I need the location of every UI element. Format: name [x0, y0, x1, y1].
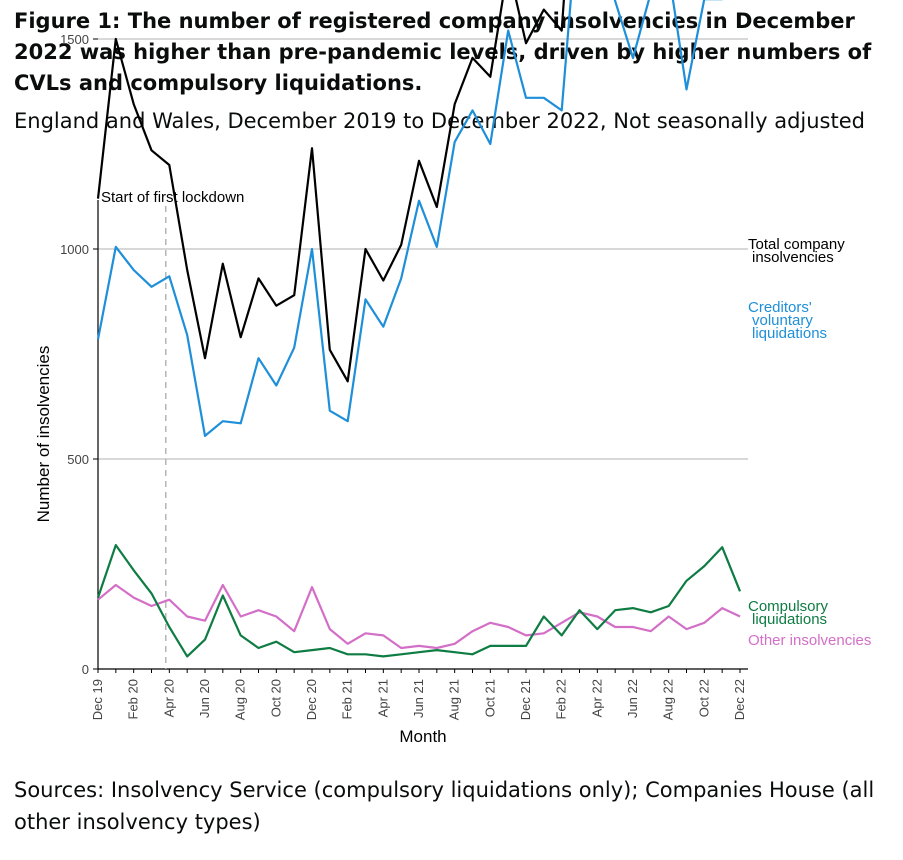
series-label: Total company	[748, 236, 845, 253]
series-label: Other insolvencies	[748, 632, 871, 649]
x-tick-label: Aug 20	[233, 679, 248, 720]
series-line-total-company-insolvencies	[96, 0, 565, 383]
axes	[97, 200, 748, 670]
x-tick-label: Jun 21	[411, 679, 426, 718]
series-label: insolvencies	[752, 249, 834, 266]
x-tick-label: Oct 20	[268, 679, 283, 717]
x-tick-label: Oct 22	[696, 679, 711, 717]
series-label: liquidations	[752, 611, 827, 628]
x-tick-label: Apr 20	[161, 679, 176, 717]
x-tick-label: Oct 21	[482, 679, 497, 717]
x-tick-label: Feb 22	[554, 679, 569, 719]
x-tick-label: Jun 22	[625, 679, 640, 718]
gridlines	[98, 38, 748, 460]
y-tick-label: 1000	[60, 242, 89, 257]
x-tick-label: Feb 21	[340, 679, 355, 719]
line-chart: Start of first lockdown 0500100015002000…	[34, 0, 871, 746]
x-tick-label: Feb 20	[126, 679, 141, 719]
y-tick-label: 500	[67, 452, 89, 467]
y-axis-title: Number of insolvencies	[34, 346, 53, 523]
lockdown-annotation: Start of first lockdown	[101, 189, 244, 669]
chart-source-note: Sources: Insolvency Service (compulsory …	[14, 778, 875, 834]
x-tick-label: Aug 22	[661, 679, 676, 720]
x-tick-label: Apr 21	[375, 679, 390, 717]
chart-subtitle: England and Wales, December 2019 to Dece…	[14, 109, 865, 133]
x-tick-label: Dec 21	[518, 679, 533, 720]
series-label: voluntary	[752, 312, 813, 329]
series-line-creditors-voluntary-liquidations	[96, 0, 723, 437]
x-tick-label: Dec 22	[732, 679, 747, 720]
x-tick-label: Dec 19	[90, 679, 105, 720]
series-lines	[96, 0, 742, 658]
x-tick-label: Aug 21	[447, 679, 462, 720]
y-tick-labels: 0500100015002000	[60, 32, 98, 677]
x-tick-label: Dec 20	[304, 679, 319, 720]
y-tick-label: 0	[82, 662, 89, 677]
x-tick-labels: Dec 19 Feb 20 Apr 20 Jun 20 Aug 20 Oct 20 Dec …	[90, 669, 747, 720]
y-tick-label: 1500	[60, 32, 89, 47]
series-label: Creditors'	[748, 299, 812, 316]
series-label: liquidations	[752, 325, 827, 342]
series-label: Compulsory	[748, 598, 829, 615]
series-line-compulsory-liquidations	[96, 543, 742, 658]
x-tick-label: Apr 22	[589, 679, 604, 717]
x-axis-title: Month	[399, 727, 446, 746]
lockdown-label: Start of first lockdown	[101, 189, 244, 206]
chart-title: Figure 1: The number of registered compa…	[14, 9, 872, 95]
x-tick-label: Jun 20	[197, 679, 212, 718]
series-line-other-insolvencies	[97, 583, 741, 650]
